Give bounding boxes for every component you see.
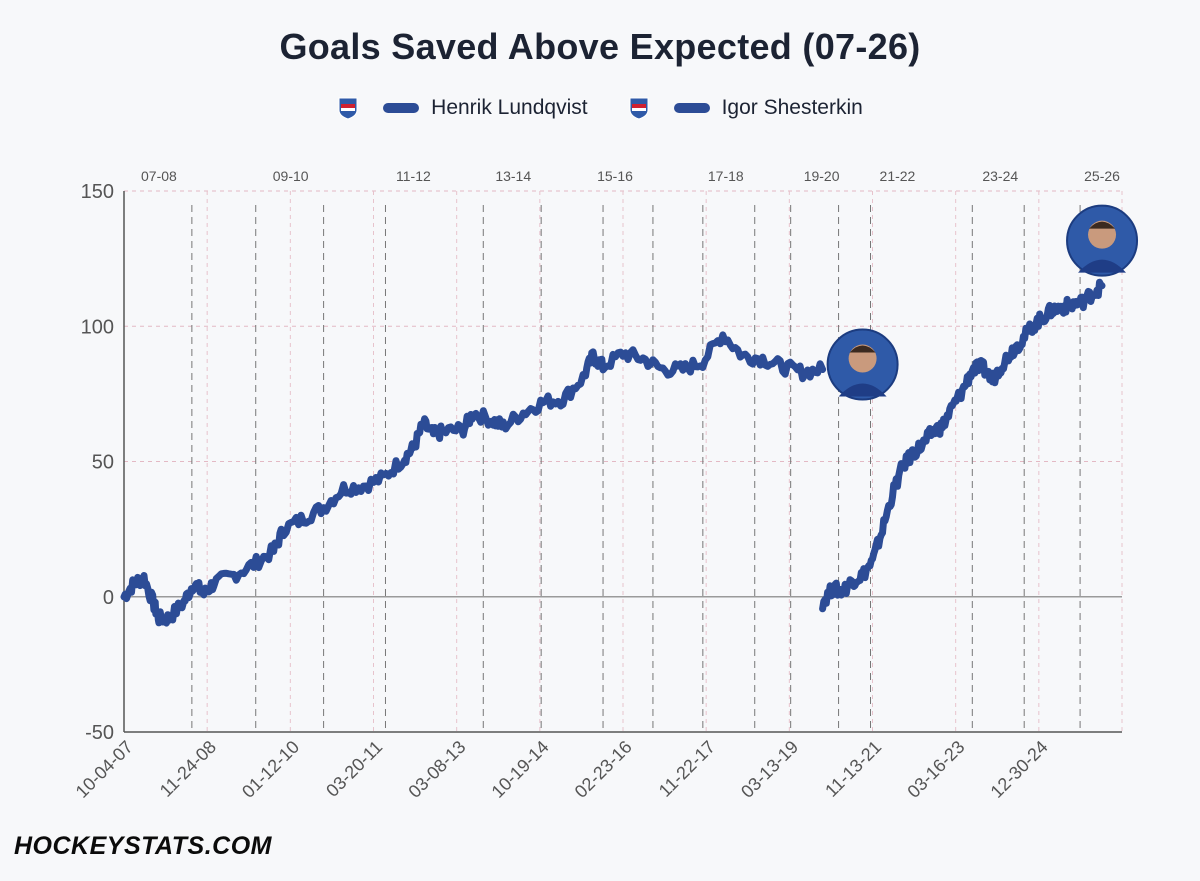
season-label: 11-12 <box>396 168 431 184</box>
watermark: HOCKEYSTATS.COM <box>14 832 272 860</box>
season-label: 17-18 <box>708 168 744 184</box>
season-label: 07-08 <box>141 168 177 184</box>
x-tick-label: 12-30-24 <box>987 737 1052 802</box>
legend-item-lundqvist[interactable]: Henrik Lundqvist <box>337 96 588 120</box>
x-tick-label: 03-08-13 <box>404 737 469 802</box>
y-tick-label: -50 <box>85 722 114 744</box>
legend-swatch <box>383 103 420 113</box>
season-label: 21-22 <box>880 168 916 184</box>
season-label: 23-24 <box>982 168 1018 184</box>
x-tick-label: 03-13-19 <box>737 737 802 802</box>
y-tick-label: 0 <box>103 587 114 609</box>
avatar-jersey <box>1078 259 1127 273</box>
season-label: 19-20 <box>804 168 840 184</box>
season-label: 09-10 <box>273 168 309 184</box>
legend: Henrik Lundqvist Igor Shesterkin <box>0 96 1200 120</box>
avatar-hair <box>849 345 876 353</box>
season-label: 13-14 <box>495 168 531 184</box>
avatar-hair <box>1089 221 1116 229</box>
x-tick-label: 11-24-08 <box>156 737 220 801</box>
x-tick-label: 10-19-14 <box>488 737 553 802</box>
x-tick-label: 03-16-23 <box>903 737 968 802</box>
series-line-lundqvist <box>120 331 827 627</box>
season-label: 25-26 <box>1084 168 1120 184</box>
avatar-jersey <box>838 383 887 397</box>
y-tick-label: 150 <box>81 181 114 203</box>
series-line-shesterkin <box>819 278 1106 613</box>
y-tick-label: 50 <box>92 452 114 474</box>
x-tick-label: 11-13-21 <box>821 737 885 801</box>
x-tick-label: 10-04-07 <box>72 737 137 802</box>
legend-item-shesterkin[interactable]: Igor Shesterkin <box>628 96 863 120</box>
y-tick-label: 100 <box>81 316 114 338</box>
season-label: 15-16 <box>597 168 633 184</box>
x-tick-label: 01-12-10 <box>238 737 303 802</box>
chart-title: Goals Saved Above Expected (07-26) <box>279 26 921 67</box>
rangers-logo-icon <box>629 97 649 120</box>
x-tick-label: 11-22-17 <box>655 737 719 801</box>
legend-swatch <box>673 103 710 113</box>
x-tick-label: 03-20-11 <box>322 737 386 801</box>
legend-label: Igor Shesterkin <box>721 96 863 119</box>
x-tick-label: 02-23-16 <box>571 737 636 802</box>
legend-label: Henrik Lundqvist <box>431 96 588 119</box>
rangers-logo-icon <box>338 97 358 120</box>
